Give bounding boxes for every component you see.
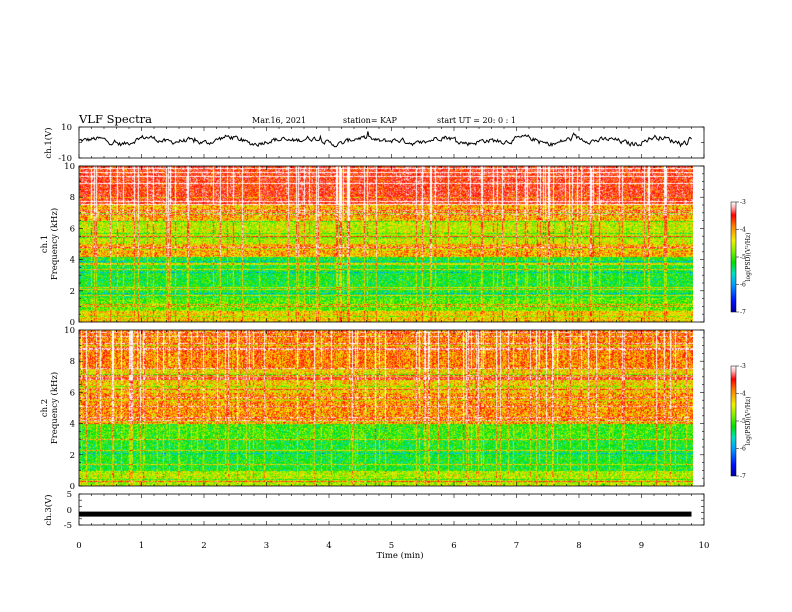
- colorbar1-tick-label--7: -7: [740, 309, 746, 316]
- ch3-ytick-top: 5: [67, 490, 72, 500]
- ch2-spectrogram-panel: ch.2 Frequency (kHz): [40, 329, 705, 487]
- time-axis-label: Time (min): [376, 550, 423, 561]
- ch2-frequency-label: Frequency (kHz): [49, 372, 60, 444]
- xtick-label-9: 9: [639, 541, 644, 551]
- ch1-spectrogram-image: [79, 166, 693, 322]
- spec2-ytick-label-8: 8: [70, 357, 75, 367]
- spec2-ytick-label-10: 10: [64, 326, 75, 336]
- ch1-spectrogram-panel: ch.1 Frequency (kHz): [40, 165, 705, 323]
- colorbar2-tick-label--4: -4: [740, 391, 746, 398]
- figure-title: VLF Spectra: [78, 112, 152, 126]
- ch2-colorbar-scale: [730, 365, 737, 477]
- spec1-ytick-label-8: 8: [70, 193, 75, 203]
- axis-ticks-layer: 0 1 2 3 4 5 6 7 8 9 1002468100246810-3-4-5-6-7-3-4…: [64, 126, 746, 551]
- xtick-label-10: 10: [699, 541, 710, 551]
- colorbar2-tick-label--3: -3: [740, 363, 746, 370]
- spec1-ytick-label-0: 0: [70, 318, 75, 328]
- start-time-label: start UT = 20: 0 : 1: [437, 116, 516, 125]
- colorbar1-tick-label--6: -6: [740, 282, 746, 289]
- date-label: Mar.16, 2021: [252, 116, 306, 125]
- xtick-label-4: 4: [326, 541, 331, 551]
- xtick-label-5: 5: [389, 541, 394, 551]
- ch2-colorbar-label: log(PSD)(V²/Hz): [745, 397, 752, 446]
- ch1-spectrogram-ylabel: ch.1: [40, 235, 50, 253]
- xtick-label-7: 7: [514, 541, 519, 551]
- ch2-spectrogram-ylabel: ch.2: [40, 399, 50, 417]
- spec1-ytick-label-6: 6: [70, 224, 75, 234]
- spec1-ytick-label-2: 2: [70, 287, 75, 297]
- colorbar2-tick-label--6: -6: [740, 446, 746, 453]
- ch3-waveform-panel: ch.3(V) 5 0 -5 Time (min): [43, 490, 705, 561]
- ch3-waveform-frame: [78, 493, 705, 526]
- ch1-ytick-top: 10: [61, 123, 72, 133]
- ch1-waveform-line: [78, 131, 692, 148]
- colorbar1-tick-label--3: -3: [740, 199, 746, 206]
- colorbar1-tick-label--5: -5: [740, 254, 746, 261]
- colorbar1-tick-label--4: -4: [740, 227, 746, 234]
- xtick-label-8: 8: [576, 541, 581, 551]
- xtick-label-0: 0: [76, 541, 81, 551]
- ch3-waveform-line: [79, 511, 692, 517]
- spec2-ytick-label-6: 6: [70, 388, 75, 398]
- colorbar2-tick-label--7: -7: [740, 473, 746, 480]
- station-label: station= KAP: [343, 116, 398, 125]
- spec2-ytick-label-2: 2: [70, 451, 75, 461]
- xtick-label-6: 6: [451, 541, 456, 551]
- ch3-ytick-bottom: -5: [64, 521, 72, 531]
- ch1-colorbar-label: log(PSD)(V²/Hz): [745, 233, 752, 282]
- spec2-ytick-label-0: 0: [70, 482, 75, 492]
- xtick-label-1: 1: [139, 541, 144, 551]
- colorbar2-tick-label--5: -5: [740, 418, 746, 425]
- spec1-ytick-label-4: 4: [70, 256, 75, 266]
- ch1-colorbar-scale: [730, 201, 737, 313]
- xtick-label-2: 2: [201, 541, 206, 551]
- ch2-spectrogram-image: [79, 330, 693, 486]
- spec1-ytick-label-10: 10: [64, 162, 75, 172]
- spec2-ytick-label-4: 4: [70, 420, 75, 430]
- ch3-waveform-ylabel: ch.3(V): [43, 494, 54, 525]
- ch3-ytick-middle: 0: [67, 506, 72, 516]
- ch1-frequency-label: Frequency (kHz): [49, 208, 60, 280]
- xtick-label-3: 3: [264, 541, 269, 551]
- ch1-waveform-ylabel: ch.1(V): [43, 127, 54, 158]
- ch1-waveform-panel: ch.1(V) 10 -10: [43, 123, 705, 164]
- ch1-ytick-bottom: -10: [58, 154, 72, 164]
